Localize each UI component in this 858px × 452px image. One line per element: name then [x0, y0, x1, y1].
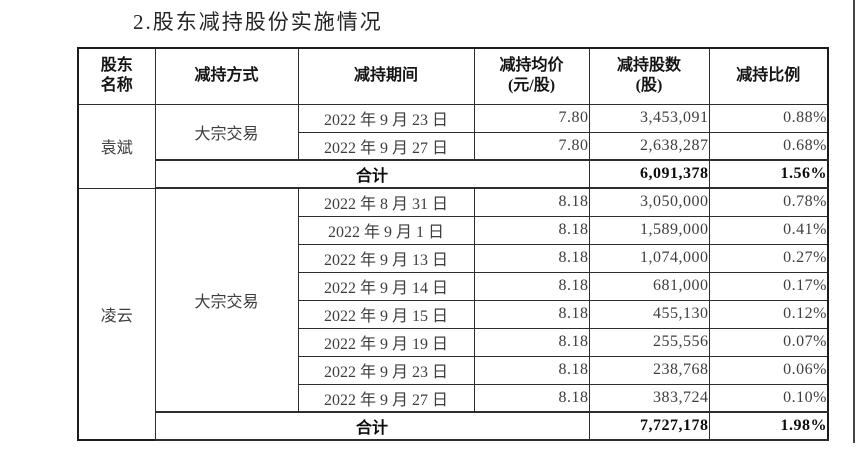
header-share-count: 减持股数 (股): [588, 47, 710, 105]
page-edge-line: [853, 0, 855, 443]
price-cell: 7.80: [473, 103, 590, 133]
shares-cell: 2,638,287: [588, 131, 710, 161]
price-cell: 8.18: [473, 215, 590, 245]
ratio-cell: 0.06%: [708, 355, 829, 385]
header-text: 减持比例: [736, 67, 801, 85]
period-cell: 2022 年 9 月 27 日: [297, 383, 475, 413]
header-text: 减持期间: [353, 67, 418, 85]
shareholder-cell: 凌云: [77, 187, 156, 441]
period-cell: 2022 年 9 月 23 日: [297, 355, 475, 385]
table-row: 2022 年 9 月 15 日 8.18 455,130 0.12%: [78, 299, 829, 329]
price-cell: 8.18: [473, 383, 590, 413]
method-cell: 大宗交易: [154, 103, 299, 161]
header-text: 减持股数: [616, 56, 681, 74]
price-cell: 8.18: [473, 187, 590, 217]
period-cell: 2022 年 9 月 23 日: [297, 103, 475, 133]
table-row: 2022 年 9 月 14 日 8.18 681,000 0.17%: [78, 271, 829, 301]
price-cell: 8.18: [473, 299, 590, 329]
price-cell: 8.18: [473, 327, 590, 357]
table-row: 2022 年 9 月 27 日 8.18 383,724 0.10%: [78, 383, 829, 413]
price-cell: 8.18: [473, 243, 590, 273]
page-title: 2.股东减持股份实施情况: [133, 10, 383, 34]
header-text: (元/股): [507, 77, 556, 95]
shareholder-cell: 袁斌: [77, 103, 156, 189]
shares-cell: 681,000: [588, 271, 710, 301]
table-row: 凌云 大宗交易 2022 年 8 月 31 日 8.18 3,050,000 0…: [77, 187, 829, 441]
ratio-cell: 0.07%: [708, 327, 829, 357]
period-cell: 2022 年 9 月 1 日: [297, 215, 475, 245]
header-text: (股): [635, 77, 663, 95]
table-row: 2022 年 9 月 19 日 8.18 255,556 0.07%: [78, 327, 829, 357]
total-ratio-cell: 1.56%: [708, 159, 829, 189]
header-shareholder-name: 股东 名称: [77, 47, 156, 105]
ratio-cell: 0.10%: [708, 383, 829, 413]
ratio-cell: 0.78%: [708, 187, 829, 217]
header-text: 减持方式: [194, 67, 259, 85]
table-row: 2022 年 9 月 13 日 8.18 1,074,000 0.27%: [78, 243, 829, 273]
ratio-cell: 0.68%: [708, 131, 829, 161]
total-ratio-cell: 1.98%: [708, 411, 829, 441]
total-shares-cell: 6,091,378: [588, 159, 710, 189]
period-cell: 2022 年 9 月 13 日: [297, 243, 475, 273]
header-row: 股东 名称 减持方式 减持期间 减持均价 (元/股) 减持股数 (股) 减持比例: [77, 47, 829, 105]
period-cell: 2022 年 9 月 15 日: [297, 299, 475, 329]
header-reduction-method: 减持方式: [154, 47, 299, 105]
shares-cell: 1,074,000: [588, 243, 710, 273]
price-cell: 8.18: [473, 355, 590, 385]
ratio-cell: 0.12%: [708, 299, 829, 329]
header-text: 减持均价: [499, 56, 564, 74]
period-cell: 2022 年 9 月 27 日: [297, 131, 475, 161]
header-average-price: 减持均价 (元/股): [473, 47, 590, 105]
subtotal-row: 合计 7,727,178 1.98%: [78, 411, 829, 441]
ratio-cell: 0.88%: [708, 103, 829, 133]
shares-cell: 383,724: [588, 383, 710, 413]
header-text: 股东: [100, 56, 133, 74]
shares-cell: 238,768: [588, 355, 710, 385]
shareholder-reduction-table: 股东 名称 减持方式 减持期间 减持均价 (元/股) 减持股数 (股) 减持比例: [77, 47, 829, 441]
period-cell: 2022 年 8 月 31 日: [297, 187, 475, 217]
header-reduction-ratio: 减持比例: [708, 47, 829, 105]
shares-cell: 1,589,000: [588, 215, 710, 245]
header-reduction-period: 减持期间: [297, 47, 475, 105]
total-label-cell: 合计: [154, 411, 590, 441]
ratio-cell: 0.41%: [708, 215, 829, 245]
total-shares-cell: 7,727,178: [588, 411, 710, 441]
table-row: 2022 年 9 月 23 日 8.18 238,768 0.06%: [78, 355, 829, 385]
total-label-cell: 合计: [154, 159, 590, 189]
shares-cell: 455,130: [588, 299, 710, 329]
period-cell: 2022 年 9 月 19 日: [297, 327, 475, 357]
ratio-cell: 0.17%: [708, 271, 829, 301]
period-cell: 2022 年 9 月 14 日: [297, 271, 475, 301]
price-cell: 8.18: [473, 271, 590, 301]
table-row: 2022 年 9 月 27 日 7.80 2,638,287 0.68%: [78, 131, 829, 161]
table-row: 袁斌 大宗交易 2022 年 9 月 23 日 7.80 3,453,091 0…: [77, 103, 829, 189]
ratio-cell: 0.27%: [708, 243, 829, 273]
price-cell: 7.80: [473, 131, 590, 161]
header-text: 名称: [100, 77, 133, 95]
shares-cell: 3,050,000: [588, 187, 710, 217]
shares-cell: 3,453,091: [588, 103, 710, 133]
table-row: 2022 年 9 月 1 日 8.18 1,589,000 0.41%: [78, 215, 829, 245]
method-cell: 大宗交易: [154, 187, 299, 413]
subtotal-row: 合计 6,091,378 1.56%: [78, 159, 829, 189]
shares-cell: 255,556: [588, 327, 710, 357]
